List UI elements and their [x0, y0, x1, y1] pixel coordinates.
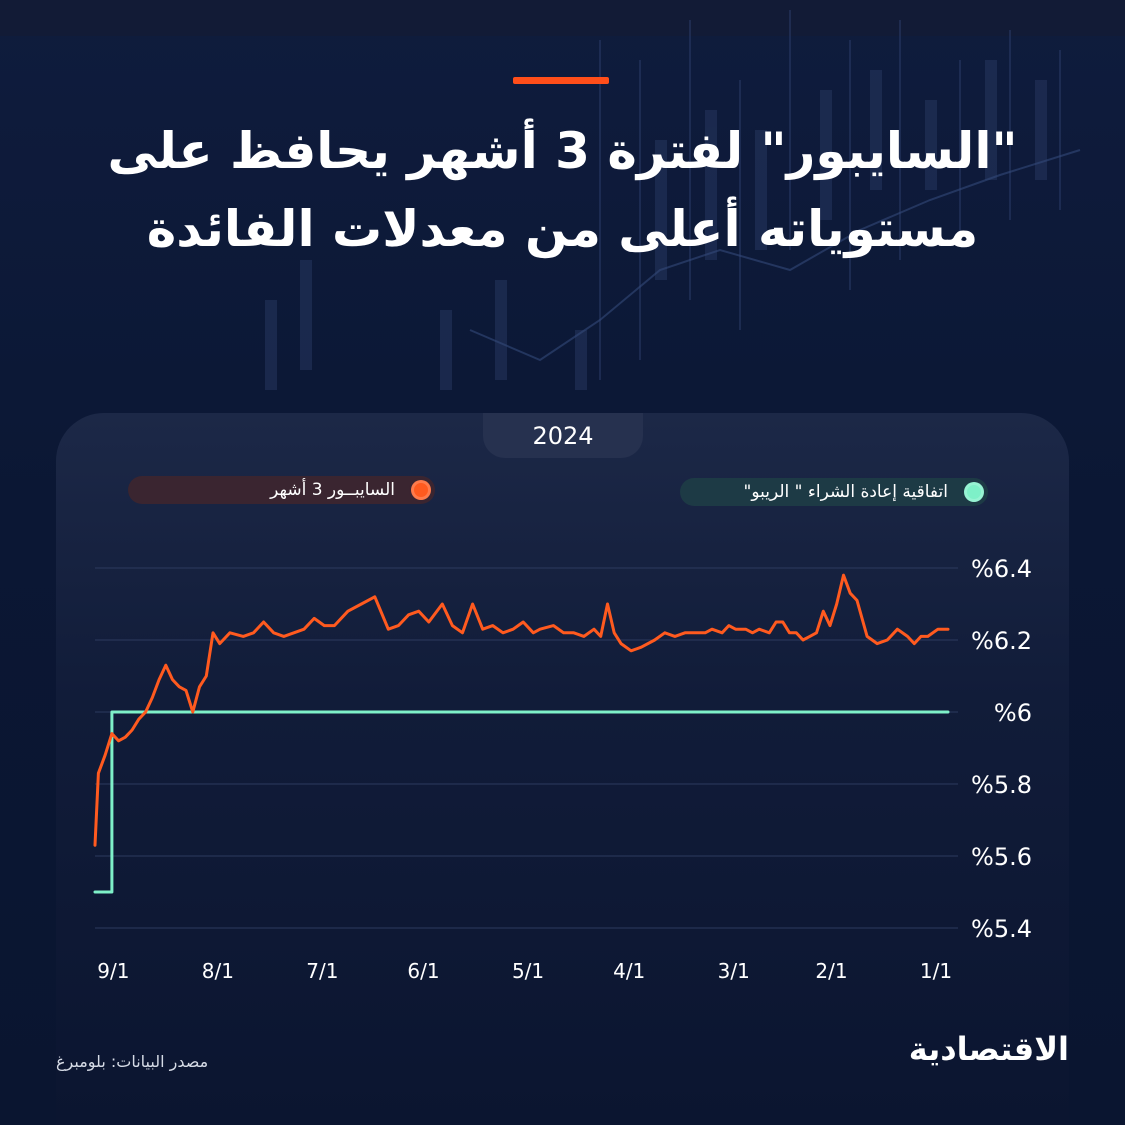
x-tick-label: 4/1: [613, 959, 645, 983]
y-tick-label: %6.4: [971, 555, 1032, 583]
chart-panel: [56, 413, 1069, 1125]
data-source: مصدر البيانات: بلومبرغ: [56, 1052, 209, 1071]
y-tick-label: %6.2: [971, 627, 1032, 655]
repo-series-line: [93, 710, 950, 894]
background-decoration: [265, 10, 1081, 390]
x-tick-label: 6/1: [407, 959, 439, 983]
year-label: 2024: [483, 413, 643, 458]
title-line-2: مستوياته أعلى من معدلات الفائدة: [146, 200, 979, 258]
legend-sibor-label: السايبــور 3 أشهر: [270, 480, 395, 500]
page-title: "السايبور" لفترة 3 أشهر يحافظ على مستويا…: [30, 112, 1095, 268]
y-tick-label: %5.4: [971, 915, 1032, 943]
sibor-series-line: [93, 573, 950, 847]
x-tick-label: 2/1: [815, 959, 847, 983]
accent-bar: [513, 77, 609, 84]
x-tick-label: 1/1: [920, 959, 952, 983]
legend-repo-label: اتفاقية إعادة الشراء " الريبو": [743, 482, 948, 502]
title-line-1: "السايبور" لفترة 3 أشهر يحافظ على: [107, 122, 1018, 180]
x-tick-label: 9/1: [97, 959, 129, 983]
top-band: [0, 0, 1125, 36]
x-tick-label: 8/1: [202, 959, 234, 983]
repo-dot-icon: [964, 482, 984, 502]
legend-repo: اتفاقية إعادة الشراء " الريبو": [680, 478, 988, 506]
x-tick-label: 5/1: [512, 959, 544, 983]
x-tick-label: 3/1: [718, 959, 750, 983]
legend-sibor: السايبــور 3 أشهر: [128, 476, 435, 504]
sibor-dot-icon: [411, 480, 431, 500]
y-tick-label: %5.6: [971, 843, 1032, 871]
y-tick-label: %6: [994, 699, 1032, 727]
x-tick-label: 7/1: [306, 959, 338, 983]
brand-logo: الاقتصادية: [908, 1030, 1069, 1068]
y-tick-label: %5.8: [971, 771, 1032, 799]
